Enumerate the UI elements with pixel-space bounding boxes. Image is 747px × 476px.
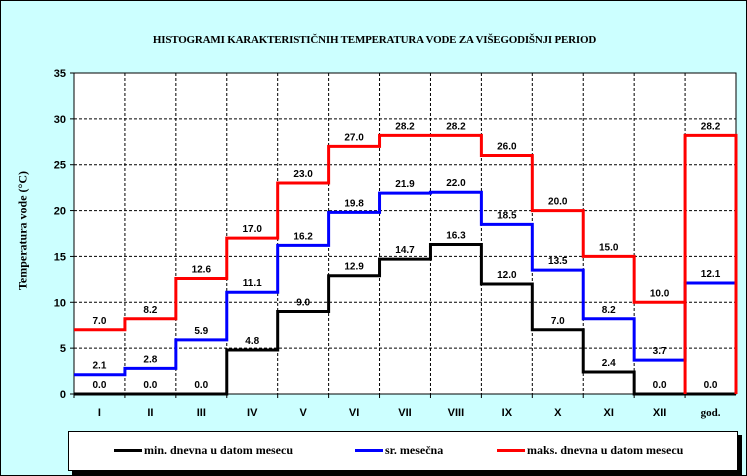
data-label: 19.8 — [344, 198, 364, 209]
x-tick-label: god. — [701, 407, 721, 419]
x-tick-label: IV — [247, 407, 258, 419]
legend-item-mean: sr. mesečna — [355, 443, 443, 458]
data-label: 23.0 — [293, 169, 313, 180]
data-label: 26.0 — [497, 142, 517, 153]
data-label: 13.5 — [548, 256, 568, 267]
y-tick-label: 0 — [60, 389, 66, 401]
data-label: 8.2 — [143, 305, 157, 316]
x-tick-label: III — [197, 407, 206, 419]
x-tick-label: V — [299, 407, 307, 419]
data-label: 16.3 — [446, 231, 466, 242]
data-label: 18.5 — [497, 210, 517, 221]
data-label: 14.7 — [395, 245, 415, 256]
x-tick-label: VI — [349, 407, 359, 419]
data-label: 2.1 — [93, 361, 107, 372]
y-tick-label: 20 — [54, 206, 66, 218]
data-label: 7.0 — [93, 316, 107, 327]
data-label: 9.0 — [296, 297, 310, 308]
data-label: 0.0 — [704, 380, 718, 391]
legend-item-max: maks. dnevna u datom mesecu — [497, 443, 683, 458]
y-tick-label: 25 — [54, 160, 66, 172]
y-tick-label: 15 — [54, 251, 66, 263]
data-label: 28.2 — [446, 121, 466, 132]
data-label: 10.0 — [650, 288, 670, 299]
data-label: 0.0 — [93, 380, 107, 391]
y-tick-label: 30 — [54, 114, 66, 126]
data-label: 11.1 — [243, 278, 262, 289]
y-tick-label: 35 — [54, 68, 66, 80]
x-tick-label: VII — [398, 407, 411, 419]
data-label: 28.2 — [395, 121, 415, 132]
data-label: 3.7 — [653, 346, 667, 357]
data-label: 15.0 — [599, 242, 619, 253]
data-label: 21.9 — [395, 179, 415, 190]
legend-label: sr. mesečna — [385, 443, 444, 457]
data-label: 12.0 — [497, 270, 517, 281]
y-tick-label: 5 — [60, 343, 66, 355]
data-label: 20.0 — [548, 197, 568, 208]
legend-label: maks. dnevna u datom mesecu — [527, 443, 684, 457]
data-label: 0.0 — [143, 380, 157, 391]
data-label: 0.0 — [194, 380, 208, 391]
x-tick-label: XI — [603, 407, 613, 419]
x-tick-label: IX — [502, 407, 513, 419]
data-label: 0.0 — [653, 380, 667, 391]
legend: min. dnevna u datom mesecu sr. mesečna m… — [68, 431, 738, 471]
legend-swatch — [497, 449, 525, 452]
data-label: 27.0 — [344, 132, 364, 143]
legend-swatch — [114, 449, 142, 452]
data-label: 8.2 — [602, 305, 616, 316]
data-label: 17.0 — [242, 224, 262, 235]
data-label: 7.0 — [551, 316, 565, 327]
x-tick-label: X — [554, 407, 562, 419]
y-tick-label: 10 — [54, 297, 66, 309]
legend-label: min. dnevna u datom mesecu — [144, 443, 294, 457]
data-label: 22.0 — [446, 178, 466, 189]
chart-title: HISTOGRAMI KARAKTERISTIČNIH TEMPERATURA … — [152, 34, 597, 46]
data-label: 5.9 — [194, 326, 208, 337]
data-label: 2.4 — [602, 358, 616, 369]
legend-swatch — [355, 449, 383, 452]
x-tick-label: II — [147, 407, 153, 419]
series-line-2 — [74, 133, 738, 394]
data-label: 28.2 — [701, 121, 721, 132]
x-tick-label: VIII — [448, 407, 465, 419]
data-label: 12.1 — [701, 269, 721, 280]
x-tick-label: I — [98, 407, 101, 419]
data-label: 12.9 — [344, 262, 364, 273]
data-label: 12.6 — [192, 264, 212, 275]
data-label: 16.2 — [293, 231, 313, 242]
legend-item-min: min. dnevna u datom mesecu — [114, 443, 293, 458]
x-tick-label: XII — [653, 407, 666, 419]
data-label: 2.8 — [143, 354, 157, 365]
data-label: 4.8 — [245, 336, 259, 347]
series-line-1 — [74, 190, 736, 377]
series-line-0 — [74, 243, 736, 396]
